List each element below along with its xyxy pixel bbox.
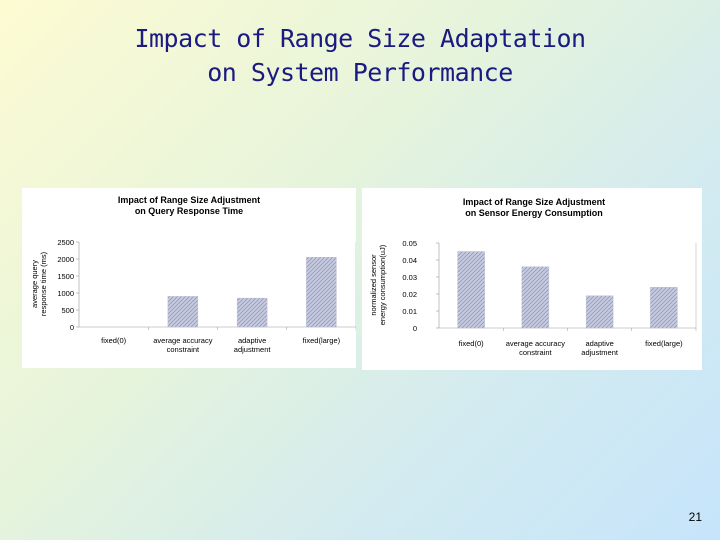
x-tick-label: adjustment: [234, 345, 272, 354]
bar: [236, 297, 268, 328]
x-tick-label: fixed(0): [101, 336, 127, 345]
bar: [457, 251, 485, 329]
y-tick-label: 2000: [57, 255, 74, 264]
y-tick-label: 1000: [57, 289, 74, 298]
y-tick-label: 1500: [57, 272, 74, 281]
bar: [585, 295, 614, 329]
x-tick-label: average accuracy: [506, 339, 565, 348]
y-tick-label: 0.01: [402, 307, 417, 316]
y-axis-label: normalized sensor: [369, 254, 378, 316]
slide-title-line-1: Impact of Range Size Adaptation: [134, 24, 586, 53]
y-tick-label: 0.05: [402, 239, 417, 248]
x-tick-label: fixed(large): [303, 336, 341, 345]
x-tick-label: adjustment: [581, 348, 619, 357]
x-tick-label: constraint: [167, 345, 200, 354]
y-tick-label: 0.03: [402, 273, 417, 282]
bar: [167, 296, 199, 328]
x-tick-label: average accuracy: [153, 336, 212, 345]
y-tick-label: 0.04: [402, 256, 417, 265]
y-tick-label: 500: [61, 306, 74, 315]
y-tick-label: 0: [413, 324, 417, 333]
chart-title-line: Impact of Range Size Adjustment: [118, 195, 260, 205]
chart-title-line: on Query Response Time: [135, 206, 243, 216]
y-tick-label: 0: [70, 323, 74, 332]
bar: [521, 266, 550, 329]
x-tick-label: adaptive: [238, 336, 266, 345]
y-tick-label: 2500: [57, 238, 74, 247]
x-tick-label: constraint: [519, 348, 552, 357]
y-axis-label: response time (ms): [39, 251, 48, 316]
x-tick-label: fixed(large): [645, 339, 683, 348]
x-tick-label: adaptive: [585, 339, 613, 348]
y-axis-label: energy consumption(uJ): [378, 244, 387, 325]
bar: [650, 286, 678, 329]
y-tick-label: 0.02: [402, 290, 417, 299]
chart-title-line: on Sensor Energy Consumption: [465, 208, 603, 218]
response-time-chart: Impact of Range Size Adjustment on Query …: [22, 188, 356, 368]
energy-consumption-chart: Impact of Range Size Adjustment on Sensor…: [362, 188, 702, 370]
slide-title-line-2: on System Performance: [207, 58, 513, 87]
page-number: 21: [688, 510, 702, 524]
bar: [306, 257, 337, 328]
y-axis-label: average query: [30, 260, 39, 308]
chart-title-line: Impact of Range Size Adjustment: [463, 197, 605, 207]
x-tick-label: fixed(0): [459, 339, 485, 348]
slide-title: Impact of Range Size Adaptation on Syste…: [0, 22, 720, 90]
